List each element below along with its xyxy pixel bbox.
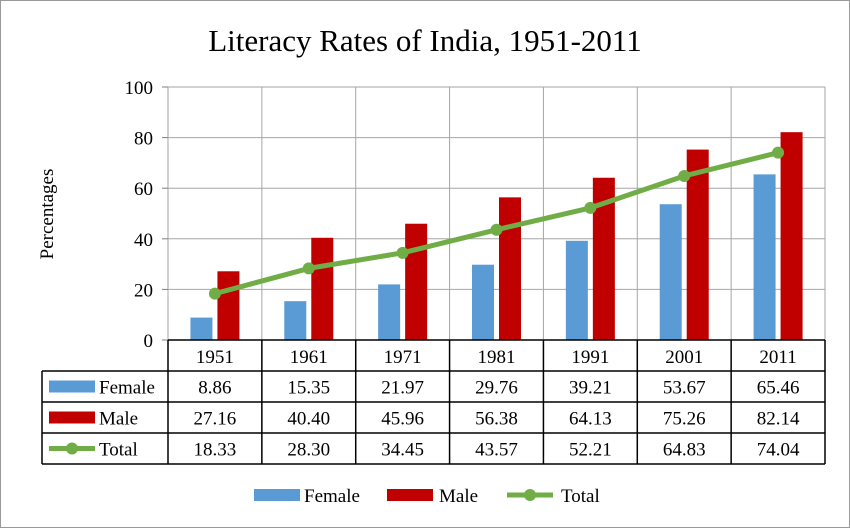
table-cell: 28.30 [287, 440, 330, 461]
table-cell: 8.86 [198, 378, 231, 399]
table-cell: 53.67 [663, 378, 706, 399]
point-total [302, 262, 315, 275]
legend-label-female: Female [304, 486, 360, 507]
point-total [490, 223, 503, 236]
y-tick-label: 40 [134, 230, 153, 251]
legend-label-total: Total [561, 486, 600, 507]
legend-key-male [387, 489, 433, 501]
y-tick-label: 20 [134, 280, 153, 301]
table-cell: 74.04 [757, 440, 800, 461]
table-cell: 56.38 [475, 409, 518, 430]
table-series-label: Male [99, 409, 138, 430]
table-key-male [49, 411, 95, 424]
legend-label-male: Male [439, 486, 478, 507]
x-tick-label: 1961 [290, 347, 328, 368]
bar-male [592, 177, 615, 340]
bar-male [405, 223, 428, 340]
y-axis-label: Percentages [37, 169, 58, 260]
bar-female [753, 174, 776, 340]
point-total [208, 287, 221, 300]
plot-area: 0 20 40 60 80 100 [125, 78, 826, 352]
table-cell: 75.26 [663, 409, 706, 430]
bar-female [659, 204, 682, 340]
x-tick-label: 1991 [571, 347, 609, 368]
bar-female [378, 284, 401, 340]
bar-female [472, 264, 494, 340]
table-cell: 27.16 [194, 409, 237, 430]
point-total [396, 246, 409, 259]
bar-female [284, 301, 307, 340]
table-cell: 52.21 [569, 440, 612, 461]
x-tick-label: 1951 [196, 347, 234, 368]
x-tick-label: 2001 [665, 347, 703, 368]
legend-key-marker [524, 489, 536, 501]
table-cell: 29.76 [475, 378, 518, 399]
bar-male [499, 197, 521, 340]
bar-male [311, 237, 334, 340]
table-cell: 65.46 [757, 378, 800, 399]
table-cell: 45.96 [381, 409, 424, 430]
table-cell: 15.35 [287, 378, 330, 399]
table-series-label: Female [99, 378, 155, 399]
table-cell: 40.40 [287, 409, 330, 430]
point-total [678, 169, 691, 182]
table-cell: 64.83 [663, 440, 706, 461]
table-cell: 18.33 [194, 440, 237, 461]
y-tick-label: 60 [134, 179, 153, 200]
point-total [584, 201, 597, 214]
x-tick-label: 1981 [478, 347, 516, 368]
table-cell: 64.13 [569, 409, 612, 430]
y-tick-label: 80 [134, 129, 153, 150]
chart-title: Literacy Rates of India, 1951-2011 [208, 23, 642, 58]
table-key-female [49, 380, 95, 393]
bar-male [686, 149, 709, 340]
x-tick-label: 2011 [759, 347, 796, 368]
table-series-label: Total [99, 440, 138, 461]
data-table: 1951 1961 1971 1981 1991 2001 2011 Female 8.86 15… [41, 339, 826, 465]
bar-female [565, 240, 588, 340]
x-tick-label: 1971 [384, 347, 422, 368]
table-cell: 82.14 [757, 409, 800, 430]
bar-male [780, 132, 803, 340]
point-total [772, 146, 785, 159]
table-cell: 43.57 [475, 440, 518, 461]
legend-key-female [254, 489, 300, 501]
y-tick-label: 0 [144, 331, 154, 352]
table-cell: 21.97 [381, 378, 424, 399]
table-cell: 39.21 [569, 378, 612, 399]
table-cell: 34.45 [381, 440, 424, 461]
bar-female [190, 317, 213, 340]
bar-male [217, 271, 240, 340]
table-key-marker [66, 442, 78, 455]
y-tick-label: 100 [125, 78, 154, 99]
legend: Female Male Total [254, 486, 600, 507]
